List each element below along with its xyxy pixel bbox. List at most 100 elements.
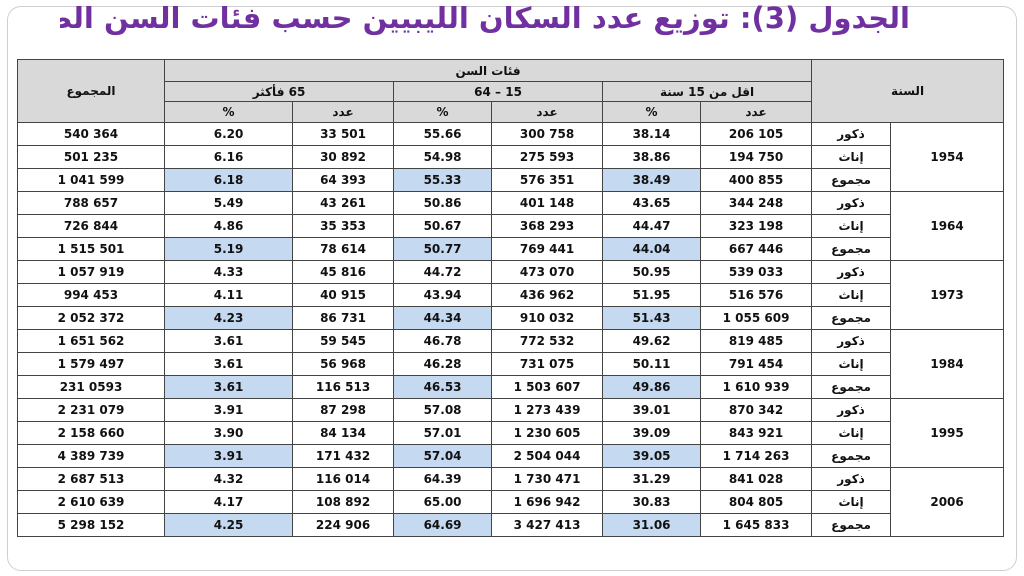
15-64-percent-cell: 57.01 — [393, 421, 493, 445]
row-total-cell: 231 0593 — [17, 375, 165, 399]
row-total-cell: 1 057 919 — [17, 260, 165, 284]
sex-cell: مجموع — [811, 237, 892, 261]
sex-cell: مجموع — [811, 444, 892, 468]
title-area: الجدول (3): توزيع عدد السكان الليبيين حس… — [60, 0, 960, 58]
65-plus-count-cell: 56 968 — [292, 352, 395, 376]
65-plus-percent-cell: 4.25 — [163, 513, 294, 537]
65-plus-percent-cell: 4.23 — [163, 306, 294, 330]
row-total-cell: 4 389 739 — [17, 444, 165, 468]
65-plus-percent-cell: 6.18 — [163, 168, 294, 192]
year-cell: 1984 — [890, 329, 1005, 399]
15-64-percent-cell: 54.98 — [393, 145, 493, 169]
under-15-percent-cell: 39.09 — [602, 421, 702, 445]
year-cell: 1964 — [890, 191, 1005, 261]
15-64-count-cell: 769 441 — [491, 237, 604, 261]
15-64-count-cell: 2 504 044 — [491, 444, 604, 468]
15-64-percent-cell: 50.86 — [393, 191, 493, 215]
table-row: إناث 843 921 39.09 1 230 605 57.01 84 134 3.90… — [17, 421, 1004, 445]
under-15-percent-cell: 39.01 — [602, 398, 702, 422]
year-cell: 2006 — [890, 467, 1005, 537]
sex-cell: إناث — [811, 214, 892, 238]
row-total-cell: 1 515 501 — [17, 237, 165, 261]
sex-cell: ذكور — [811, 467, 892, 491]
table-row: 1973 ذكور 539 033 50.95 473 070 44.72 45 816 4.… — [17, 260, 1005, 330]
15-64-percent-cell: 57.08 — [393, 398, 493, 422]
65-plus-count-cell: 64 393 — [292, 168, 395, 192]
row-total-cell: 726 844 — [17, 214, 165, 238]
header-count: عدد — [491, 101, 604, 123]
65-plus-percent-cell: 4.33 — [163, 260, 294, 284]
under-15-count-cell: 344 248 — [700, 191, 813, 215]
under-15-count-cell: 1 610 939 — [700, 375, 813, 399]
table-row: 1995 ذكور 870 342 39.01 1 273 439 57.08 87 298… — [17, 398, 1005, 468]
year-cell: 1954 — [890, 122, 1005, 192]
under-15-count-cell: 1 714 263 — [700, 444, 813, 468]
row-total-cell: 540 364 — [17, 122, 165, 146]
table-row: إناث 516 576 51.95 436 962 43.94 40 915 4.11 99… — [17, 283, 1004, 307]
15-64-percent-cell: 64.69 — [393, 513, 493, 537]
15-64-count-cell: 436 962 — [491, 283, 604, 307]
65-plus-count-cell: 171 432 — [292, 444, 395, 468]
table-row: إناث 804 805 30.83 1 696 942 65.00 108 892 4.1… — [17, 490, 1004, 514]
under-15-count-cell: 791 454 — [700, 352, 813, 376]
65-plus-percent-cell: 3.91 — [163, 444, 294, 468]
under-15-percent-cell: 38.14 — [602, 122, 702, 146]
sex-cell: إناث — [811, 352, 892, 376]
15-64-count-cell: 1 730 471 — [491, 467, 604, 491]
header-count: عدد — [292, 101, 395, 123]
under-15-count-cell: 819 485 — [700, 329, 813, 353]
header-group-65-plus: 65 فأكثر — [163, 81, 395, 102]
sex-cell: إناث — [811, 283, 892, 307]
under-15-percent-cell: 31.29 — [602, 467, 702, 491]
65-plus-percent-cell: 6.16 — [163, 145, 294, 169]
header-percent: % — [602, 101, 702, 123]
15-64-count-cell: 401 148 — [491, 191, 604, 215]
under-15-percent-cell: 44.04 — [602, 237, 702, 261]
table-row: 1984 ذكور 819 485 49.62 772 532 46.78 59 545 3.… — [17, 329, 1005, 399]
15-64-percent-cell: 57.04 — [393, 444, 493, 468]
sex-cell: مجموع — [811, 168, 892, 192]
15-64-percent-cell: 55.66 — [393, 122, 493, 146]
15-64-percent-cell: 43.94 — [393, 283, 493, 307]
row-total-cell: 2 610 639 — [17, 490, 165, 514]
table-row: إناث 323 198 44.47 368 293 50.67 35 353 4.86 72… — [17, 214, 1004, 238]
row-total-cell: 994 453 — [17, 283, 165, 307]
under-15-count-cell: 1 055 609 — [700, 306, 813, 330]
15-64-percent-cell: 50.67 — [393, 214, 493, 238]
page-title: الجدول (3): توزيع عدد السكان الليبيين حس… — [60, 1, 910, 35]
sex-cell: مجموع — [811, 306, 892, 330]
65-plus-count-cell: 84 134 — [292, 421, 395, 445]
65-plus-count-cell: 45 816 — [292, 260, 395, 284]
header-year: السنة — [811, 59, 1005, 123]
row-total-cell: 2 687 513 — [17, 467, 165, 491]
15-64-percent-cell: 46.28 — [393, 352, 493, 376]
under-15-count-cell: 804 805 — [700, 490, 813, 514]
15-64-percent-cell: 55.33 — [393, 168, 493, 192]
15-64-count-cell: 3 427 413 — [491, 513, 604, 537]
under-15-count-cell: 843 921 — [700, 421, 813, 445]
65-plus-count-cell: 43 261 — [292, 191, 395, 215]
sex-cell: إناث — [811, 490, 892, 514]
65-plus-count-cell: 33 501 — [292, 122, 395, 146]
15-64-count-cell: 1 503 607 — [491, 375, 604, 399]
15-64-count-cell: 1 230 605 — [491, 421, 604, 445]
65-plus-percent-cell: 6.20 — [163, 122, 294, 146]
under-15-percent-cell: 50.95 — [602, 260, 702, 284]
under-15-count-cell: 841 028 — [700, 467, 813, 491]
under-15-percent-cell: 30.83 — [602, 490, 702, 514]
15-64-count-cell: 910 032 — [491, 306, 604, 330]
under-15-count-cell: 206 105 — [700, 122, 813, 146]
year-cell: 1995 — [890, 398, 1005, 468]
15-64-count-cell: 368 293 — [491, 214, 604, 238]
15-64-count-cell: 300 758 — [491, 122, 604, 146]
under-15-count-cell: 400 855 — [700, 168, 813, 192]
table-row: مجموع 1 645 833 31.06 3 427 413 64.69 224 906… — [17, 513, 1004, 537]
row-total-cell: 1 579 497 — [17, 352, 165, 376]
header-age-groups: فئات السن — [163, 59, 813, 82]
65-plus-count-cell: 78 614 — [292, 237, 395, 261]
row-total-cell: 501 235 — [17, 145, 165, 169]
15-64-percent-cell: 44.72 — [393, 260, 493, 284]
65-plus-count-cell: 224 906 — [292, 513, 395, 537]
under-15-percent-cell: 39.05 — [602, 444, 702, 468]
65-plus-percent-cell: 4.17 — [163, 490, 294, 514]
